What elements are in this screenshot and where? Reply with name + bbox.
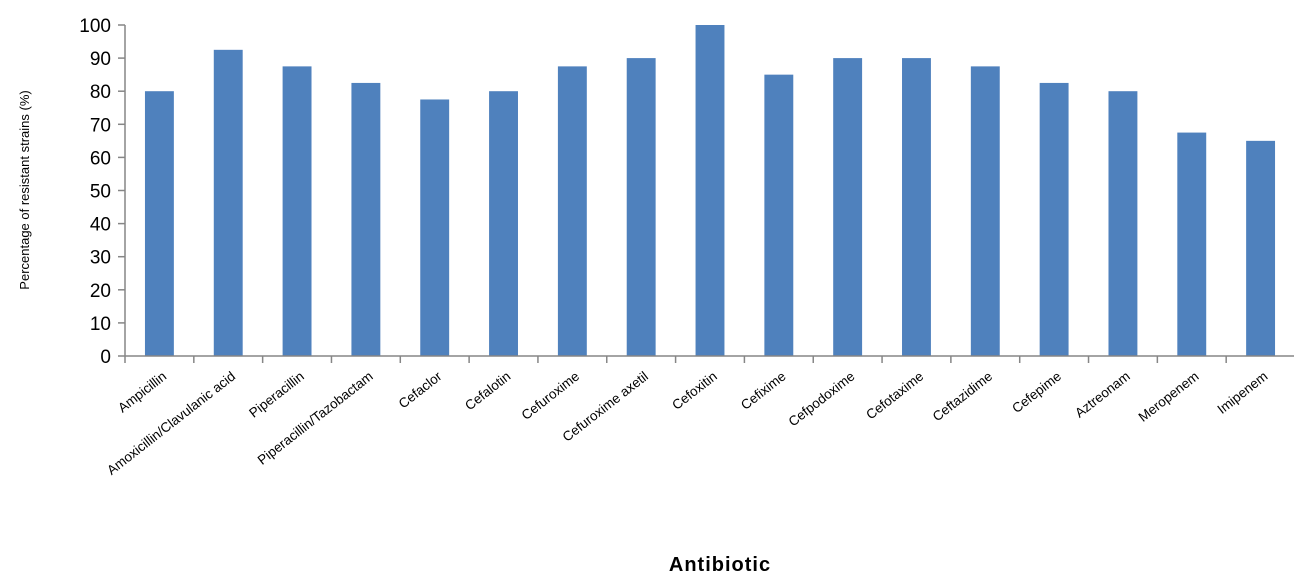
bars-layer (144, 25, 1276, 357)
y-tick-label: 70 (90, 115, 111, 136)
category-label: Amoxicillin/Clavulanic acid (104, 369, 238, 478)
category-label: Ampicillin (115, 369, 169, 416)
y-tick-label: 100 (79, 16, 111, 37)
y-tick-label: 20 (90, 281, 111, 302)
bar (1039, 82, 1069, 357)
y-tick-label: 50 (90, 182, 111, 203)
bar (695, 25, 725, 356)
category-label: Cefepime (1009, 369, 1064, 416)
bar (351, 82, 381, 357)
y-tick-label: 90 (90, 49, 111, 70)
category-label: Ceftazidime (930, 369, 995, 425)
category-label: Cefpodoxime (786, 369, 858, 430)
category-label: Aztreonam (1072, 369, 1133, 421)
category-label: Cefixime (738, 369, 789, 413)
category-label: Cefalotin (462, 369, 513, 414)
bar (213, 49, 243, 356)
category-label: Piperacillin (246, 369, 307, 421)
category-label: Imipenem (1214, 369, 1270, 417)
y-tick-label: 40 (90, 215, 111, 236)
y-tick-label: 30 (90, 248, 111, 269)
category-label: Cefaclor (396, 368, 445, 411)
bar (1108, 91, 1138, 356)
bar (902, 58, 931, 356)
category-label: Meropenem (1136, 369, 1202, 425)
category-label: Cefoxitin (669, 369, 720, 413)
category-label: Cefuroxime (519, 369, 583, 423)
y-tick-label: 80 (90, 82, 111, 103)
bar (764, 74, 794, 357)
bar (970, 66, 1000, 356)
bar (420, 99, 450, 356)
bar (489, 91, 518, 356)
bar (1246, 140, 1276, 356)
y-tick-label: 10 (90, 314, 111, 335)
bar (833, 58, 863, 356)
bar (144, 91, 174, 356)
bar (282, 66, 312, 356)
y-tick-label: 0 (100, 347, 111, 368)
category-label: Cefotaxime (863, 369, 926, 423)
bar (1177, 132, 1207, 356)
x-axis-label: Antibiotic (669, 554, 771, 573)
y-axis-label: Percentage of resistant strains (%) (17, 90, 32, 289)
y-axis: 0 10 20 30 40 50 60 70 80 90 100 (79, 16, 126, 368)
category-label: Piperacillin/Tazobactam (255, 369, 376, 468)
bar (626, 58, 656, 356)
y-tick-label: 60 (90, 148, 111, 169)
bar (557, 66, 587, 356)
